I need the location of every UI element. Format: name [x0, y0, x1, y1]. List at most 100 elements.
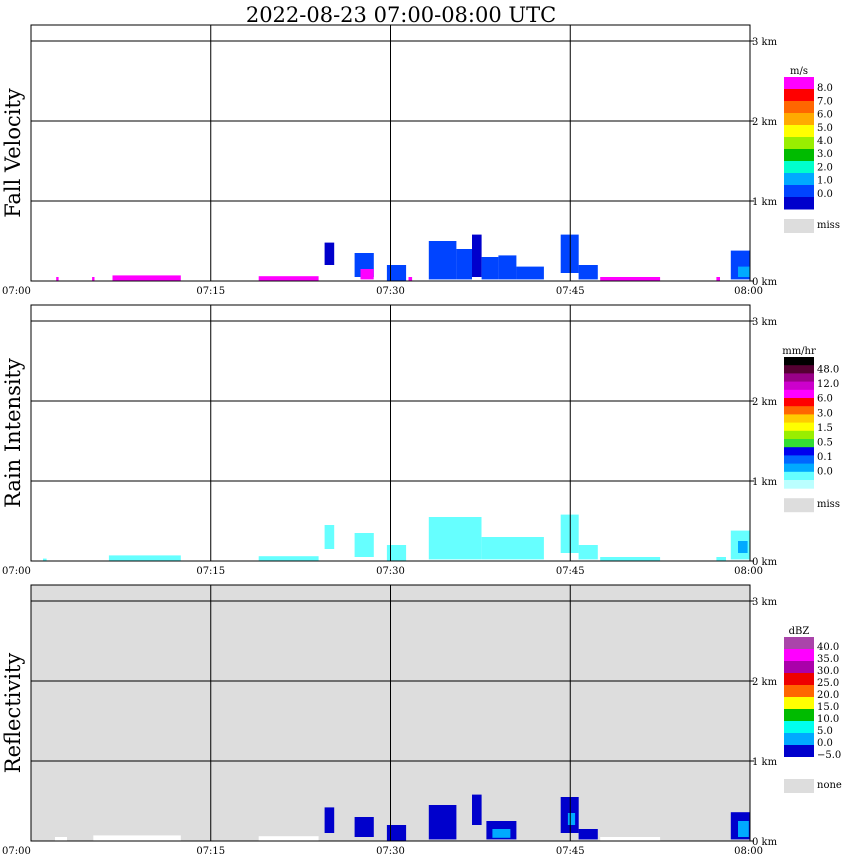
colorbar-swatch	[784, 414, 814, 424]
x-tick-label: 07:00	[2, 846, 31, 857]
panel-3: 3 km 2 km 1 km 0 km 07:00 07:15 07:30 07:45 08:0…	[1, 584, 842, 857]
colorbar-swatch	[784, 398, 814, 407]
colorbar-swatch	[784, 101, 814, 114]
x-tick-label: 07:00	[2, 566, 31, 577]
colorbar-swatch	[784, 745, 814, 758]
colorbar-swatch	[784, 637, 814, 650]
echo-cell	[600, 277, 661, 281]
panel-label: Reflectivity	[1, 653, 25, 774]
echo-cell	[112, 275, 181, 281]
echo-cell	[324, 525, 335, 549]
echo-cell	[108, 555, 181, 561]
y-tick-label: 3 km	[752, 597, 778, 608]
echo-cell	[716, 277, 720, 281]
echo-cell	[324, 242, 335, 265]
echo-cell	[516, 266, 544, 280]
colorbar-label: 2.0	[817, 162, 833, 173]
y-tick-label: 0 km	[752, 837, 778, 848]
colorbar-label: 30.0	[817, 666, 839, 677]
colorbar-unit: dBZ	[789, 626, 810, 637]
x-tick-label: 07:45	[556, 846, 585, 857]
colorbar-missing-swatch	[784, 779, 814, 793]
colorbar-swatch	[784, 389, 814, 399]
colorbar-label: 15.0	[817, 702, 839, 713]
colorbar-label: 8.0	[817, 83, 833, 94]
echo-cell	[492, 829, 511, 838]
colorbar-swatch	[784, 161, 814, 174]
y-tick-label: 3 km	[752, 317, 778, 328]
colorbar-label: 4.0	[817, 136, 833, 147]
echo-cell	[567, 813, 576, 825]
colorbar-swatch	[784, 697, 814, 710]
echo-cell	[93, 835, 181, 841]
y-tick-label: 1 km	[752, 477, 778, 488]
colorbar-swatch	[784, 673, 814, 686]
echo-cell	[738, 541, 748, 553]
echo-cell	[481, 537, 544, 560]
plot-frame	[30, 304, 751, 562]
colorbar-missing-label: miss	[817, 499, 840, 510]
echo-cell	[481, 257, 499, 280]
y-tick-label: 2 km	[752, 397, 778, 408]
echo-cell	[472, 234, 482, 277]
colorbar-swatch	[784, 113, 814, 126]
echo-cell	[472, 794, 482, 825]
x-tick-label: 07:45	[556, 286, 585, 297]
colorbar-missing-swatch	[784, 498, 814, 513]
echo-cell	[386, 825, 407, 841]
y-tick-label: 1 km	[752, 757, 778, 768]
x-tick-label: 08:00	[734, 286, 763, 297]
colorbar-swatch	[784, 721, 814, 734]
echo-cell	[578, 829, 598, 840]
colorbar-swatch	[784, 422, 814, 432]
colorbar-label: 40.0	[817, 642, 839, 653]
colorbar-label: 0.0	[817, 189, 833, 200]
echo-cell	[560, 514, 579, 553]
echo-cell	[56, 277, 59, 281]
colorbar-swatch	[784, 197, 814, 210]
colorbar-swatch	[784, 89, 814, 102]
colorbar-label: 1.0	[817, 176, 833, 187]
colorbar-label: 3.0	[817, 408, 833, 419]
colorbar-label: 48.0	[817, 365, 839, 376]
echo-cell	[560, 234, 579, 273]
echo-cell	[408, 277, 413, 281]
echo-cell	[324, 807, 335, 833]
y-tick-label: 0 km	[752, 557, 778, 568]
colorbar-label: 6.0	[817, 110, 833, 121]
y-tick-label: 0 km	[752, 277, 778, 288]
colorbar-swatch	[784, 471, 814, 481]
echo-cell	[578, 265, 598, 280]
colorbar-label: 0.1	[817, 452, 833, 463]
colorbar-swatch	[784, 173, 814, 186]
panel-label: Fall Velocity	[1, 88, 25, 218]
colorbar-label: 6.0	[817, 394, 833, 405]
echo-cell	[600, 557, 661, 561]
colorbar-label: 25.0	[817, 678, 839, 689]
echo-cell	[354, 817, 374, 837]
colorbar-swatch	[784, 733, 814, 746]
x-tick-label: 07:15	[196, 286, 225, 297]
colorbar-missing-swatch	[784, 219, 814, 233]
echo-cell	[716, 557, 726, 561]
y-tick-label: 3 km	[752, 37, 778, 48]
colorbar-swatch	[784, 709, 814, 722]
x-tick-label: 08:00	[734, 846, 763, 857]
colorbar-swatch	[784, 455, 814, 465]
colorbar-label: 5.0	[817, 726, 833, 737]
echo-cell	[360, 269, 374, 280]
colorbar-label: 35.0	[817, 654, 839, 665]
echo-cell	[354, 533, 374, 557]
x-tick-label: 07:00	[2, 286, 31, 297]
colorbar-label: 0.0	[817, 467, 833, 478]
colorbar-swatch	[784, 406, 814, 415]
colorbar-swatch	[784, 185, 814, 198]
x-tick-label: 07:30	[376, 286, 405, 297]
y-tick-label: 2 km	[752, 677, 778, 688]
colorbar-label: 0.0	[817, 738, 833, 749]
x-tick-label: 07:30	[376, 846, 405, 857]
echo-cell	[258, 556, 319, 561]
colorbar-label: 20.0	[817, 690, 839, 701]
colorbar-swatch	[784, 430, 814, 440]
